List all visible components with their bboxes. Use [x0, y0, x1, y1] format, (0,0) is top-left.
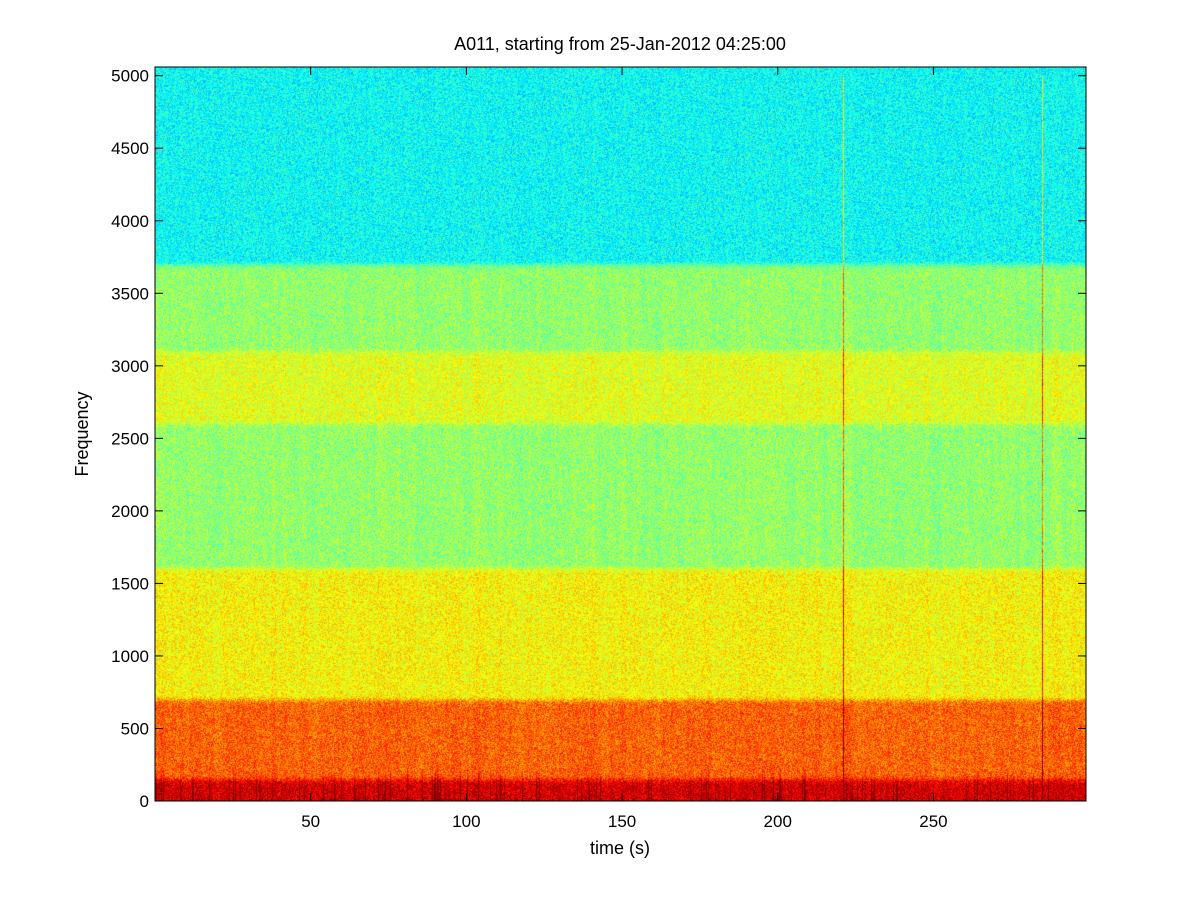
axes-box	[154, 66, 1087, 802]
y-tick-label: 5000	[111, 67, 149, 86]
y-tick-label: 1000	[111, 647, 149, 666]
y-axis-label: Frequency	[72, 391, 92, 476]
y-tick-label: 2000	[111, 502, 149, 521]
plot-area	[154, 66, 1087, 802]
y-tick-label: 2500	[111, 429, 149, 448]
x-tick-label: 200	[764, 812, 792, 831]
x-axis: 50 100 150 200 250	[301, 67, 948, 831]
x-tick-label: 100	[452, 812, 480, 831]
y-tick-label: 1500	[111, 574, 149, 593]
y-axis: 0 500 1000 1500 2000 2500 3000 3500 4000 4500 5000	[111, 67, 1086, 811]
chart-title: A011, starting from 25-Jan-2012 04:25:00	[454, 34, 786, 54]
y-tick-label: 500	[121, 719, 149, 738]
y-tick-label: 0	[140, 792, 149, 811]
x-tick-label: 150	[608, 812, 636, 831]
x-tick-label: 50	[301, 812, 320, 831]
y-tick-label: 4500	[111, 139, 149, 158]
x-axis-label: time (s)	[590, 838, 650, 858]
y-tick-label: 3500	[111, 284, 149, 303]
spectrogram-image	[155, 67, 1086, 801]
y-tick-label: 3000	[111, 357, 149, 376]
y-tick-label: 4000	[111, 212, 149, 231]
x-tick-label: 250	[919, 812, 947, 831]
